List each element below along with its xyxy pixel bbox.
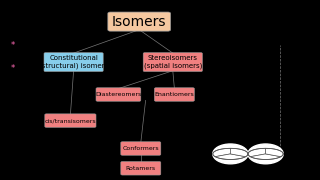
FancyBboxPatch shape bbox=[121, 142, 161, 155]
Polygon shape bbox=[213, 148, 230, 157]
FancyBboxPatch shape bbox=[143, 53, 203, 71]
Polygon shape bbox=[230, 148, 248, 157]
Text: Isomers: Isomers bbox=[112, 15, 166, 29]
Text: *: * bbox=[11, 64, 15, 73]
Text: Stereoisomers
(spatial isomers): Stereoisomers (spatial isomers) bbox=[144, 55, 202, 69]
Polygon shape bbox=[250, 154, 281, 159]
FancyBboxPatch shape bbox=[121, 162, 161, 175]
Text: Rotamers: Rotamers bbox=[126, 166, 156, 171]
Polygon shape bbox=[215, 154, 246, 159]
FancyBboxPatch shape bbox=[96, 88, 141, 101]
Circle shape bbox=[248, 144, 283, 164]
Text: Constitutional
(structural) isomers: Constitutional (structural) isomers bbox=[39, 55, 108, 69]
Polygon shape bbox=[266, 148, 283, 157]
FancyBboxPatch shape bbox=[44, 53, 103, 71]
FancyBboxPatch shape bbox=[45, 114, 96, 127]
Text: Diastereomers: Diastereomers bbox=[95, 92, 141, 97]
Polygon shape bbox=[248, 148, 266, 157]
FancyBboxPatch shape bbox=[155, 88, 195, 101]
Text: Conformers: Conformers bbox=[123, 146, 159, 151]
Text: Enantiomers: Enantiomers bbox=[155, 92, 194, 97]
FancyBboxPatch shape bbox=[108, 12, 171, 31]
Text: cis/transisomers: cis/transisomers bbox=[44, 118, 96, 123]
Circle shape bbox=[213, 144, 248, 164]
Text: *: * bbox=[11, 41, 15, 50]
